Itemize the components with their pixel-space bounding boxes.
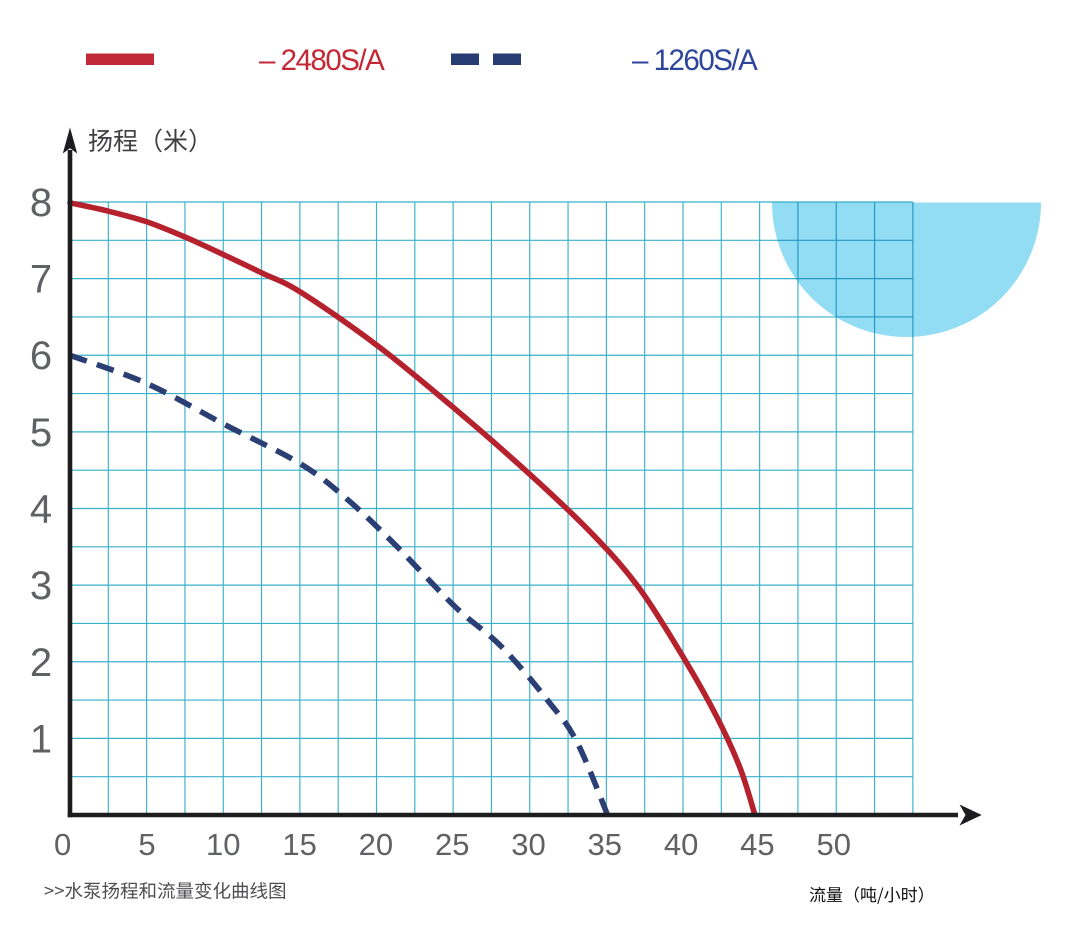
svg-text:1: 1 xyxy=(30,717,52,761)
svg-text:5: 5 xyxy=(30,411,52,455)
svg-text:45: 45 xyxy=(740,827,774,862)
svg-text:7: 7 xyxy=(30,258,52,302)
svg-text:6: 6 xyxy=(30,334,52,378)
svg-text:8: 8 xyxy=(30,181,52,225)
svg-text:5: 5 xyxy=(138,827,155,862)
svg-text:10: 10 xyxy=(206,827,240,862)
svg-text:50: 50 xyxy=(816,827,850,862)
svg-text:30: 30 xyxy=(511,827,545,862)
svg-text:20: 20 xyxy=(359,827,393,862)
svg-text:3: 3 xyxy=(30,564,52,608)
svg-text:– 2480S/A: – 2480S/A xyxy=(259,44,385,77)
svg-text:0: 0 xyxy=(54,827,71,862)
svg-text:25: 25 xyxy=(435,827,469,862)
svg-text:35: 35 xyxy=(588,827,622,862)
svg-text:15: 15 xyxy=(282,827,316,862)
svg-text:2: 2 xyxy=(30,641,52,685)
svg-text:– 1260S/A: – 1260S/A xyxy=(632,44,758,77)
svg-text:4: 4 xyxy=(30,488,52,532)
svg-text:40: 40 xyxy=(664,827,698,862)
